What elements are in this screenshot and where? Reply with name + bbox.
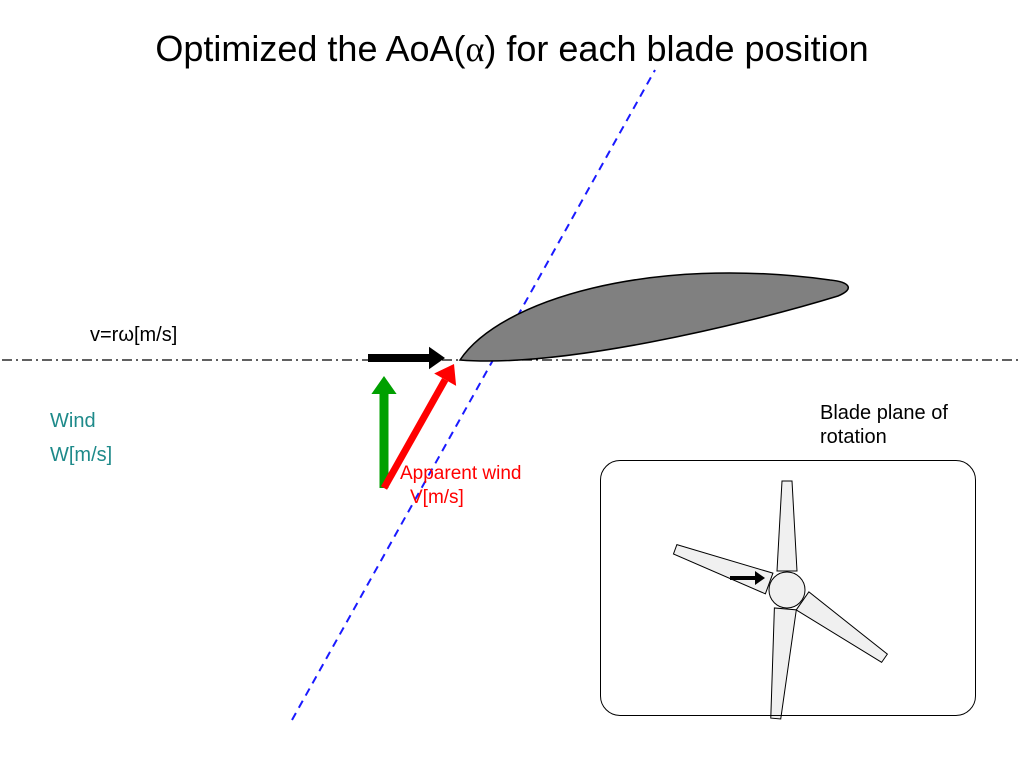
wind-label-2: W[m/s] (50, 442, 112, 468)
rotation-plane-label-1: Blade plane of (820, 400, 948, 426)
wind-label-1: Wind (50, 408, 96, 434)
apparent-wind-label-2: V[m/s] (410, 486, 464, 511)
tangential-velocity-label: v=rω[m/s] (90, 322, 177, 348)
apparent-wind-label-1: Apparent wind (400, 462, 521, 487)
turbine-inset (600, 460, 976, 716)
rotation-plane-label-2: rotation (820, 424, 887, 450)
